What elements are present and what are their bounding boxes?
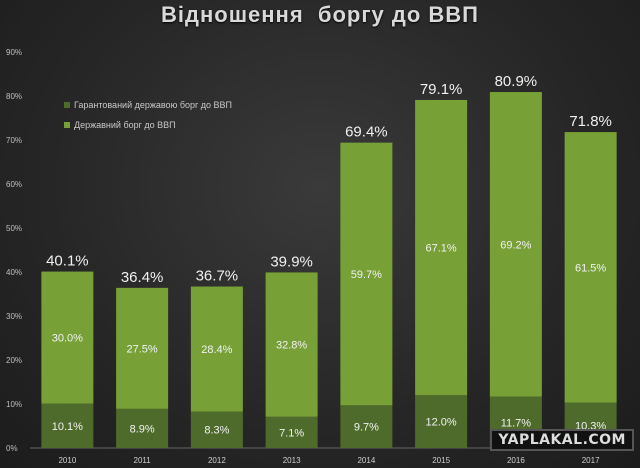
segment-data-label: 8.9% (130, 423, 155, 435)
x-tick-label: 2017 (582, 456, 600, 465)
x-tick-label: 2014 (357, 456, 375, 465)
legend-label: Гарантований державою борг до ВВП (74, 100, 232, 110)
bar-segment-state (265, 272, 318, 417)
bar-segment-guaranteed (190, 411, 243, 448)
bar-segment-state (489, 92, 542, 397)
segment-data-label: 7.1% (279, 427, 304, 439)
segment-data-label: 9.7% (354, 422, 379, 434)
y-tick-label: 90% (6, 48, 22, 57)
segment-data-label: 59.7% (351, 269, 382, 281)
y-tick-label: 80% (6, 92, 22, 101)
segment-data-label: 30.0% (52, 333, 83, 345)
bar-segment-state (564, 132, 617, 403)
bar-segment-guaranteed (265, 416, 318, 448)
y-tick-label: 30% (6, 312, 22, 321)
total-data-label: 36.7% (196, 268, 239, 285)
segment-data-label: 27.5% (127, 343, 158, 355)
legend-label: Державний борг до ВВП (74, 120, 176, 130)
bar-segment-state (340, 142, 393, 406)
y-tick-label: 60% (6, 180, 22, 189)
legend-swatch (64, 102, 70, 108)
y-tick-label: 50% (6, 224, 22, 233)
segment-data-label: 32.8% (276, 340, 307, 352)
bar-segment-state (41, 271, 94, 404)
total-data-label: 36.4% (121, 269, 164, 286)
y-tick-label: 70% (6, 136, 22, 145)
bar-segment-state (190, 286, 243, 412)
segment-data-label: 10.1% (52, 421, 83, 433)
total-data-label: 80.9% (495, 73, 538, 90)
total-data-label: 79.1% (420, 81, 463, 98)
x-tick-label: 2010 (58, 456, 76, 465)
segment-data-label: 12.0% (426, 417, 457, 429)
y-tick-label: 20% (6, 356, 22, 365)
segment-data-label: 8.3% (204, 425, 229, 437)
segment-data-label: 28.4% (201, 344, 232, 356)
bar-segment-guaranteed (340, 405, 393, 448)
total-data-label: 40.1% (46, 253, 89, 270)
total-data-label: 71.8% (569, 113, 612, 130)
chart-title: Відношення боргу до ВВП (161, 2, 479, 27)
segment-data-label: 67.1% (426, 243, 457, 255)
total-data-label: 69.4% (345, 124, 388, 141)
segment-data-label: 61.5% (575, 262, 606, 274)
bar-segment-state (415, 99, 468, 396)
x-tick-label: 2016 (507, 456, 525, 465)
y-tick-label: 40% (6, 268, 22, 277)
segment-data-label: 11.7% (501, 417, 532, 429)
x-tick-label: 2011 (134, 456, 152, 465)
y-tick-label: 10% (6, 400, 22, 409)
segment-data-label: 69.2% (500, 239, 531, 251)
total-data-label: 39.9% (270, 253, 313, 270)
x-tick-label: 2012 (208, 456, 226, 465)
x-tick-label: 2013 (283, 456, 301, 465)
bar-segment-guaranteed (415, 395, 468, 448)
y-tick-label: 0% (6, 444, 18, 453)
watermark-logo: YAPLAKAL.COM (490, 429, 634, 451)
x-tick-label: 2015 (432, 456, 450, 465)
bar-segment-state (116, 287, 169, 409)
legend-swatch (64, 122, 70, 128)
bar-segment-guaranteed (41, 403, 94, 448)
bar-segment-guaranteed (116, 408, 169, 448)
